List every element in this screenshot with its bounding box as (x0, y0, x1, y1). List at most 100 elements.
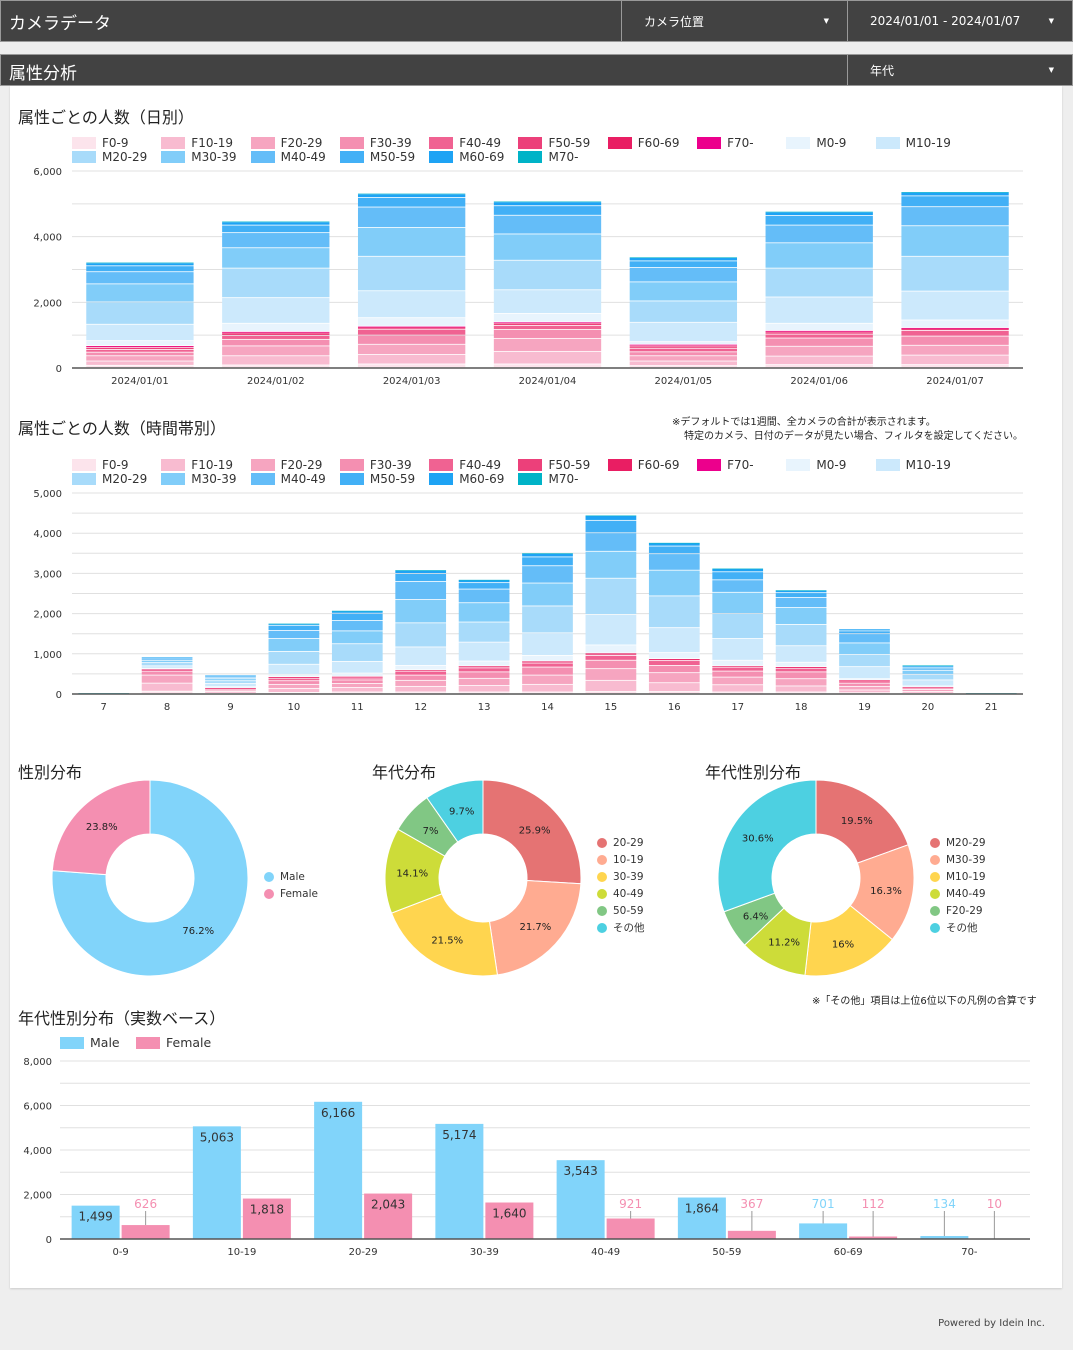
bar-segment-m0-9[interactable] (222, 323, 330, 332)
bar-segment-m30-39[interactable] (86, 284, 194, 302)
bar-segment-m60-69[interactable] (712, 568, 764, 572)
bar-segment-m0-9[interactable] (331, 673, 383, 676)
bar-segment-f60-69[interactable] (493, 322, 602, 324)
bar-segment-m20-29[interactable] (395, 623, 447, 647)
pie-legend-item[interactable]: 10-19 (597, 851, 645, 868)
bar-segment-f20-29[interactable] (395, 680, 447, 686)
bar-segment-m70-[interactable] (357, 193, 466, 195)
bar-segment-m20-29[interactable] (648, 596, 700, 628)
bar-segment-m20-29[interactable] (86, 302, 194, 324)
bar-segment-m30-39[interactable] (357, 227, 466, 256)
bar-segment-f10-19[interactable] (357, 354, 466, 364)
bar-segment-f10-19[interactable] (585, 680, 637, 692)
bar-segment-f10-19[interactable] (629, 361, 738, 366)
bar-segment-f10-19[interactable] (522, 684, 573, 692)
bar-segment-m50-59[interactable] (585, 520, 637, 533)
bar-segment-m0-9[interactable] (765, 323, 873, 331)
bar-segment-m30-39[interactable] (458, 603, 510, 622)
bar-segment-m70-[interactable] (629, 257, 738, 258)
bar-segment-f60-69[interactable] (222, 332, 330, 333)
bar-segment-f0-9[interactable] (585, 691, 637, 694)
bar-segment-m0-9[interactable] (901, 320, 1009, 328)
bar-segment-m50-59[interactable] (141, 658, 193, 659)
bar-female[interactable] (242, 1198, 291, 1239)
bar-segment-m10-19[interactable] (629, 322, 738, 342)
bar-segment-m70-[interactable] (585, 515, 637, 517)
bar-segment-f0-9[interactable] (331, 692, 383, 694)
bar-segment-m20-29[interactable] (458, 622, 510, 642)
bar-segment-f10-19[interactable] (268, 688, 320, 692)
bar-segment-f70-[interactable] (357, 326, 466, 328)
pie-slice-M20-29[interactable] (815, 780, 909, 864)
pie-legend-item[interactable]: F20-29 (930, 902, 986, 919)
bar-segment-f40-49[interactable] (839, 681, 890, 683)
bar-segment-m30-39[interactable] (141, 660, 193, 663)
bar-segment-m0-9[interactable] (522, 655, 573, 661)
bar-male[interactable] (799, 1223, 848, 1239)
bar-segment-f10-19[interactable] (331, 687, 383, 692)
bar-segment-m0-9[interactable] (458, 661, 510, 666)
bar-segment-f10-19[interactable] (86, 361, 194, 365)
bar-segment-f0-9[interactable] (222, 365, 330, 368)
bar-segment-m30-39[interactable] (839, 643, 890, 655)
legend-item-m60-69[interactable]: M60-69 (429, 472, 518, 486)
legend-item-f60-69[interactable]: F60-69 (607, 136, 697, 150)
bar-segment-m20-29[interactable] (585, 578, 637, 615)
pie-slice-20-29[interactable] (482, 780, 582, 885)
bar-segment-m40-49[interactable] (775, 597, 827, 608)
bar-segment-m0-9[interactable] (629, 342, 738, 344)
bar-segment-m30-39[interactable] (629, 282, 738, 301)
bar-segment-f40-49[interactable] (222, 335, 330, 339)
bar-segment-m70-[interactable] (901, 192, 1009, 193)
bar-segment-m60-69[interactable] (765, 212, 873, 216)
bar-segment-f50-59[interactable] (141, 669, 193, 671)
bar-segment-m20-29[interactable] (205, 681, 256, 684)
bar-segment-m60-69[interactable] (268, 624, 320, 625)
bar-segment-f20-29[interactable] (357, 344, 466, 355)
pie-slice-その他[interactable] (717, 780, 817, 913)
bar-segment-m60-69[interactable] (141, 657, 193, 659)
bar-segment-f20-29[interactable] (493, 338, 602, 352)
bar-segment-m20-29[interactable] (522, 606, 573, 633)
bar-segment-f30-39[interactable] (141, 671, 193, 675)
bar-segment-f60-69[interactable] (395, 670, 447, 671)
bar-segment-f10-19[interactable] (458, 685, 510, 692)
bar-segment-m10-19[interactable] (585, 614, 637, 645)
bar-segment-m10-19[interactable] (765, 297, 873, 323)
bar-segment-m10-19[interactable] (458, 642, 510, 661)
bar-segment-f40-49[interactable] (268, 678, 320, 681)
bar-segment-m70-[interactable] (902, 665, 954, 667)
bar-segment-m60-69[interactable] (648, 543, 700, 546)
bar-segment-m70-[interactable] (331, 610, 383, 612)
bar-segment-m60-69[interactable] (522, 553, 573, 557)
bar-segment-f0-9[interactable] (629, 366, 738, 368)
bar-segment-f60-69[interactable] (629, 345, 738, 346)
bar-segment-m0-9[interactable] (585, 645, 637, 653)
bar-segment-m50-59[interactable] (839, 631, 890, 634)
bar-segment-f50-59[interactable] (522, 661, 573, 663)
bar-segment-f60-69[interactable] (141, 669, 193, 671)
bar-segment-m70-[interactable] (522, 553, 573, 554)
pie-legend-item[interactable]: M40-49 (930, 885, 986, 902)
bar-segment-m60-69[interactable] (458, 580, 510, 583)
bar-segment-f50-59[interactable] (901, 328, 1009, 331)
bar-segment-m40-49[interactable] (522, 566, 573, 583)
bar-segment-m70-[interactable] (268, 623, 320, 625)
bar-segment-f50-59[interactable] (839, 680, 890, 682)
legend-item-f10-19[interactable]: F10-19 (161, 458, 250, 472)
bar-segment-m10-19[interactable] (839, 667, 890, 679)
bar-segment-f30-39[interactable] (395, 675, 447, 680)
bar-segment-m60-69[interactable] (585, 515, 637, 520)
bar-segment-f70-[interactable] (629, 344, 738, 346)
bar-segment-m20-29[interactable] (775, 624, 827, 646)
bar-segment-f10-19[interactable] (141, 683, 193, 691)
bar-segment-m70-[interactable] (222, 221, 330, 223)
legend-item-f40-49[interactable]: F40-49 (429, 458, 518, 472)
legend-item-f50-59[interactable]: F50-59 (518, 136, 607, 150)
bar-segment-m50-59[interactable] (86, 266, 194, 272)
bar-segment-m60-69[interactable] (331, 611, 383, 613)
bar-segment-m20-29[interactable] (902, 674, 954, 680)
bar-female[interactable] (606, 1218, 655, 1239)
bar-male[interactable] (192, 1126, 241, 1239)
bar-segment-f50-59[interactable] (629, 346, 738, 348)
